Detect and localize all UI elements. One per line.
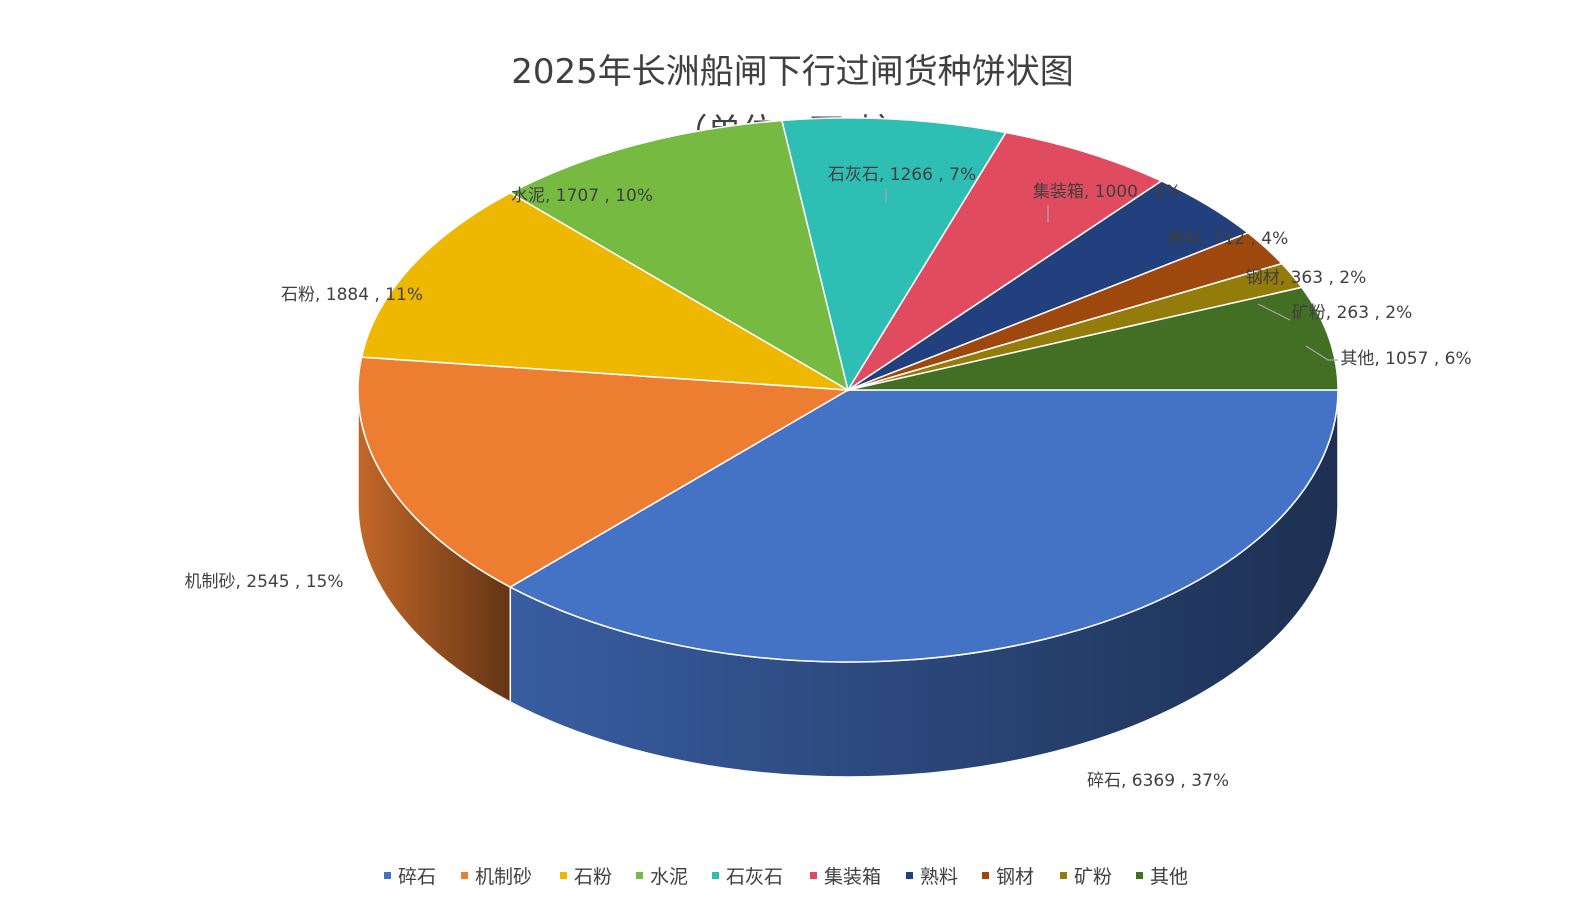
- data-label-9: 其他, 1057 , 6%: [1340, 349, 1471, 369]
- pie-slice-3: [508, 119, 850, 392]
- legend-item-4: 石灰石: [712, 866, 783, 888]
- legend-item-6: 熟料: [906, 866, 958, 888]
- legend-swatch-7: [982, 872, 989, 879]
- legend-swatch-6: [906, 872, 913, 879]
- legend-item-9: 其他: [1136, 866, 1188, 888]
- pie-slice-0: [508, 389, 1339, 663]
- pie-slice-2: [360, 191, 849, 391]
- legend: 碎石 机制砂 石粉 水泥 石灰石 集装箱 熟料 钢材 矿粉 其他: [384, 866, 1188, 888]
- data-label-6: 熟料, 712 , 4%: [1168, 228, 1288, 249]
- data-label-8: 矿粉, 263 , 2%: [1292, 303, 1412, 323]
- chart-title: 2025年长洲船闸下行过闸货种饼状图: [511, 52, 1074, 92]
- legend-swatch-9: [1136, 872, 1143, 879]
- legend-item-1: 机制砂: [461, 866, 532, 888]
- data-label-1: 机制砂, 2545 , 15%: [184, 572, 343, 592]
- legend-swatch-1: [461, 872, 468, 879]
- data-labels: 碎石, 6369 , 37% 机制砂, 2545 , 15% 石粉, 1884 , …: [184, 165, 1471, 791]
- legend-label-1: 机制砂: [475, 866, 532, 888]
- leader-lines: [885, 188, 1338, 361]
- leader-line-9: [1305, 345, 1338, 361]
- data-label-5: 集装箱, 1000 , 6%: [1033, 182, 1181, 202]
- data-label-4: 石灰石, 1266 , 7%: [828, 165, 976, 185]
- legend-label-3: 水泥: [650, 866, 688, 888]
- pie-slice-5: [847, 131, 1164, 391]
- legend-label-5: 集装箱: [824, 866, 881, 888]
- legend-item-0: 碎石: [384, 866, 436, 888]
- legend-label-8: 矿粉: [1074, 866, 1112, 888]
- pie-top: [357, 117, 1339, 663]
- legend-item-8: 矿粉: [1060, 866, 1112, 888]
- legend-label-7: 钢材: [996, 866, 1034, 888]
- data-label-7: 钢材, 363 , 2%: [1246, 268, 1366, 288]
- data-label-3: 水泥, 1707 , 10%: [511, 186, 653, 206]
- data-label-2: 石粉, 1884 , 11%: [281, 285, 423, 305]
- legend-swatch-0: [384, 872, 391, 879]
- pie-slice-4: [780, 117, 1008, 392]
- pie-slice-9: [847, 286, 1339, 391]
- legend-item-3: 水泥: [636, 866, 688, 888]
- legend-swatch-2: [560, 872, 567, 879]
- legend-item-2: 石粉: [560, 866, 612, 888]
- legend-item-5: 集装箱: [810, 866, 881, 888]
- legend-label-0: 碎石: [398, 866, 436, 888]
- legend-label-4: 石灰石: [726, 866, 783, 888]
- legend-swatch-5: [810, 872, 817, 879]
- legend-label-2: 石粉: [574, 866, 612, 888]
- legend-swatch-3: [636, 872, 643, 879]
- leader-line-8: [1257, 303, 1291, 321]
- legend-item-7: 钢材: [982, 866, 1034, 888]
- legend-swatch-4: [712, 872, 719, 879]
- legend-swatch-8: [1060, 872, 1067, 879]
- data-label-0: 碎石, 6369 , 37%: [1087, 771, 1229, 791]
- pie-slice-1: [357, 356, 851, 588]
- legend-label-6: 熟料: [920, 866, 958, 888]
- legend-label-9: 其他: [1150, 866, 1188, 888]
